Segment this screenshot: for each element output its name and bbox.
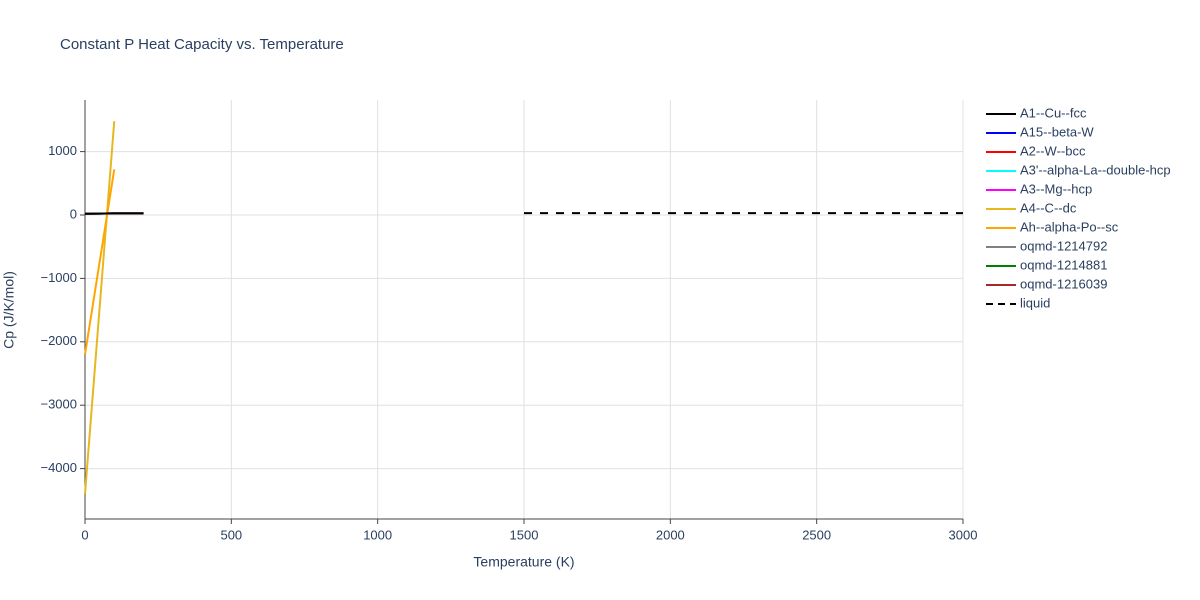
y-tick-label: −2000 [40, 333, 77, 348]
x-tick-label: 0 [81, 527, 88, 542]
y-tick-label: 0 [70, 206, 77, 221]
chart-title: Constant P Heat Capacity vs. Temperature [60, 36, 344, 53]
legend-label: A4--C--dc [1020, 200, 1077, 215]
x-tick-label: 500 [220, 527, 242, 542]
y-tick-label: −3000 [40, 397, 77, 412]
x-tick-label: 1000 [363, 527, 392, 542]
legend-label: A1--Cu--fcc [1020, 105, 1087, 120]
legend-label: oqmd-1214881 [1020, 257, 1107, 272]
y-tick-label: −4000 [40, 460, 77, 475]
legend-label: A3--Mg--hcp [1020, 181, 1092, 196]
legend-label: A2--W--bcc [1020, 143, 1086, 158]
series-line [84, 121, 116, 495]
x-tick-label: 2500 [802, 527, 831, 542]
x-tick-label: 3000 [949, 527, 978, 542]
legend-label: Ah--alpha-Po--sc [1020, 219, 1119, 234]
legend-label: A3'--alpha-La--double-hcp [1020, 162, 1171, 177]
legend-label: oqmd-1214792 [1020, 238, 1107, 253]
x-tick-label: 1500 [510, 527, 539, 542]
x-axis-title: Temperature (K) [473, 554, 574, 570]
y-tick-label: −1000 [40, 270, 77, 285]
legend-label: A15--beta-W [1020, 124, 1094, 139]
y-axis-title: Cp (J/K/mol) [1, 271, 17, 349]
legend-label: liquid [1020, 295, 1050, 310]
series-line [84, 169, 116, 355]
y-tick-label: 1000 [48, 143, 77, 158]
x-tick-label: 2000 [656, 527, 685, 542]
legend-label: oqmd-1216039 [1020, 276, 1107, 291]
